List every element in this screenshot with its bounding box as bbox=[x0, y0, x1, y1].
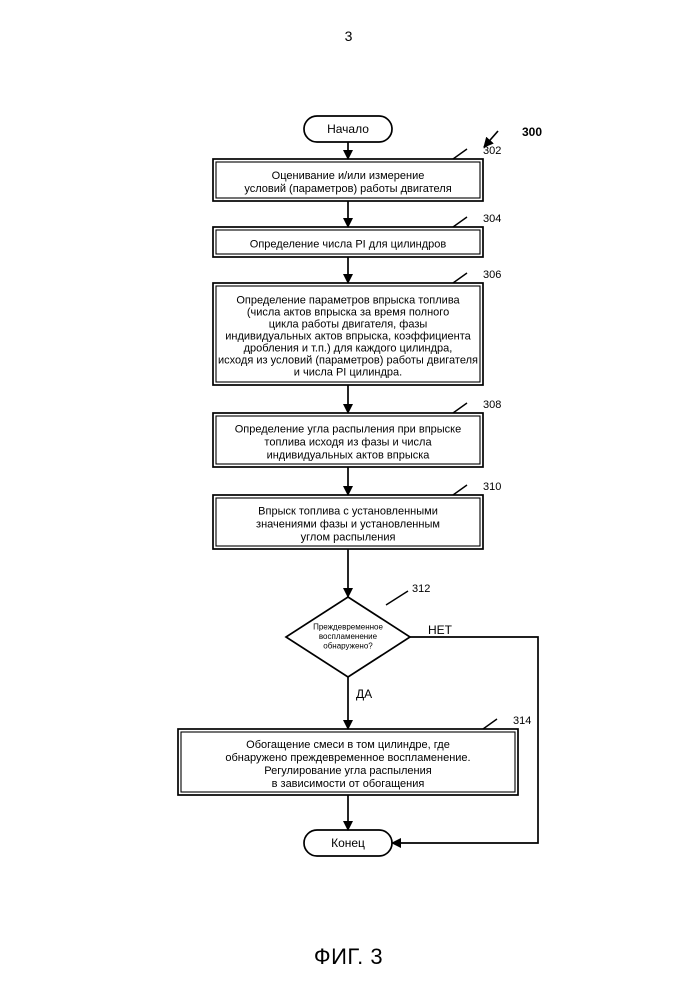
svg-text:314: 314 bbox=[513, 715, 531, 727]
svg-text:индивидуальных актов впрыска,: индивидуальных актов впрыска, коэффициен… bbox=[225, 330, 471, 342]
svg-text:условий (параметров) работы дв: условий (параметров) работы двигателя bbox=[244, 183, 451, 195]
svg-text:300: 300 bbox=[522, 125, 542, 139]
svg-text:Конец: Конец bbox=[331, 836, 365, 850]
start-terminator: Начало bbox=[304, 116, 392, 142]
svg-text:Впрыск топлива с установленным: Впрыск топлива с установленными bbox=[258, 506, 438, 518]
svg-text:308: 308 bbox=[483, 399, 501, 411]
svg-text:ДА: ДА bbox=[356, 687, 372, 701]
svg-text:Определение угла распыления пр: Определение угла распыления при впрыске bbox=[235, 424, 462, 436]
svg-text:Регулирование угла распыления: Регулирование угла распыления bbox=[264, 765, 431, 777]
svg-text:значениями фазы и установленны: значениями фазы и установленным bbox=[256, 519, 440, 531]
svg-text:воспламенение: воспламенение bbox=[319, 632, 378, 641]
svg-text:310: 310 bbox=[483, 481, 501, 493]
step-304: Определение числа PI для цилиндров 304 bbox=[213, 213, 501, 257]
svg-text:углом распыления: углом распыления bbox=[301, 532, 396, 544]
flowchart-canvas: 300 Начало Конец Оценивание и/или измерение… bbox=[98, 115, 598, 885]
svg-text:Определение параметров впрыска: Определение параметров впрыска топлива bbox=[236, 294, 460, 306]
svg-text:Определение числа PI для цилин: Определение числа PI для цилиндров bbox=[250, 239, 447, 251]
step-314: Обогащение смеси в том цилиндре, гдеобна… bbox=[178, 715, 531, 795]
page-number: 3 bbox=[345, 28, 353, 44]
flow-ref-300: 300 bbox=[484, 125, 542, 147]
svg-text:306: 306 bbox=[483, 269, 501, 281]
svg-text:НЕТ: НЕТ bbox=[428, 623, 453, 637]
svg-text:топлива исходя из фазы и числа: топлива исходя из фазы и числа bbox=[264, 437, 432, 449]
figure-caption: ФИГ. 3 bbox=[314, 944, 383, 970]
svg-text:302: 302 bbox=[483, 145, 501, 157]
svg-text:обнаружено?: обнаружено? bbox=[323, 642, 373, 651]
svg-text:цикла работы двигателя, фазы: цикла работы двигателя, фазы bbox=[269, 318, 428, 330]
step-310: Впрыск топлива с установленнымизначениям… bbox=[213, 481, 501, 549]
svg-text:304: 304 bbox=[483, 213, 501, 225]
svg-text:312: 312 bbox=[412, 583, 430, 595]
flowchart-svg: 300 Начало Конец Оценивание и/или измерение… bbox=[98, 115, 598, 885]
svg-text:обнаружено преждевременное вос: обнаружено преждевременное воспламенение… bbox=[225, 752, 470, 764]
step-302: Оценивание и/или измерениеусловий (парам… bbox=[213, 145, 501, 201]
step-308: Определение угла распыления при впрыскет… bbox=[213, 399, 501, 467]
svg-text:исходя из условий (параметров): исходя из условий (параметров) работы дв… bbox=[218, 354, 478, 366]
svg-text:(числа актов впрыска за время: (числа актов впрыска за время полного bbox=[247, 306, 449, 318]
svg-text:в зависимости от обогащения: в зависимости от обогащения bbox=[272, 778, 425, 790]
end-terminator: Конец bbox=[304, 830, 392, 856]
svg-text:Начало: Начало bbox=[327, 122, 369, 136]
svg-text:и числа PI цилиндра.: и числа PI цилиндра. bbox=[294, 366, 402, 378]
svg-text:дробления и т.п.) для каждого: дробления и т.п.) для каждого цилиндра, bbox=[244, 342, 453, 354]
step-306: Определение параметров впрыска топлива(ч… bbox=[213, 269, 501, 385]
svg-text:Обогащение смеси в том цилиндр: Обогащение смеси в том цилиндре, где bbox=[246, 739, 450, 751]
svg-text:индивидуальных актов впрыска: индивидуальных актов впрыска bbox=[267, 450, 431, 462]
svg-text:Оценивание и/или измерение: Оценивание и/или измерение bbox=[272, 170, 425, 182]
svg-text:Преждевременное: Преждевременное bbox=[313, 623, 383, 632]
decision-312: Преждевременноевоспламенениеобнаружено? 3… bbox=[286, 583, 453, 701]
page: 3 300 Начало Конец Оценивание и/или измерен… bbox=[0, 0, 697, 1000]
